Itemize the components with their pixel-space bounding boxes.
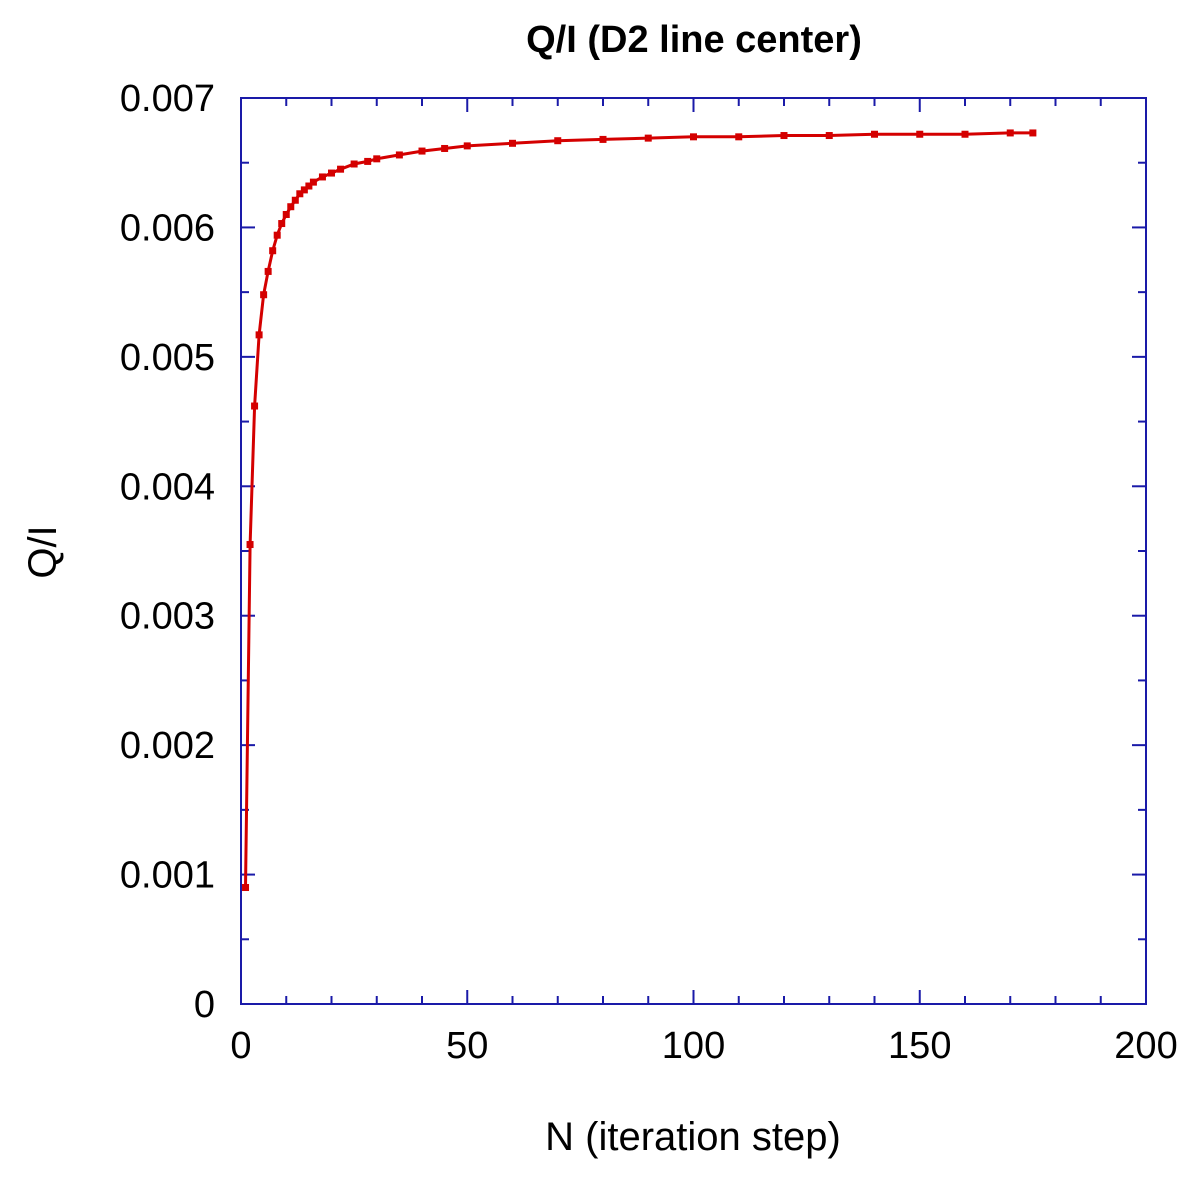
data-point [328,169,335,177]
data-point [309,178,317,186]
data-point [318,173,326,181]
data-point [871,130,878,138]
data-point [644,134,652,142]
x-tick-label: 200 [1114,1025,1177,1067]
y-tick-label: 0.005 [120,337,215,379]
x-tick-label: 150 [888,1025,951,1067]
data-point [255,331,263,339]
data-point [300,186,308,194]
data-point [273,231,281,239]
data-point [441,144,449,152]
data-point [690,133,697,141]
y-tick-label: 0.004 [120,466,215,508]
data-point [246,541,254,549]
data-point [373,155,381,163]
data-point [278,220,286,228]
data-point [1029,129,1037,137]
x-axis-label: N (iteration step) [545,1115,841,1159]
data-point [961,130,969,138]
y-tick-label: 0.007 [120,78,215,120]
chart-title: Q/I (D2 line center) [526,19,862,61]
data-point [287,203,295,211]
data-point [825,132,833,140]
data-point [350,160,358,168]
data-point [780,132,788,140]
data-point [554,137,562,145]
x-tick-label: 100 [662,1025,725,1067]
data-point [418,147,426,155]
data-point [269,247,277,255]
data-point [509,139,516,147]
data-point [337,165,345,173]
data-point [463,142,471,150]
data-point [916,130,924,138]
x-tick-label: 0 [230,1025,251,1067]
plot-frame [240,97,1147,1005]
data-point [1006,129,1014,137]
y-tick-label: 0.002 [120,725,215,767]
y-axis-label: Q/I [21,525,65,578]
data-point [242,884,250,892]
y-tick-label: 0.003 [120,596,215,638]
data-point [735,133,743,141]
y-axis-ticks: 0 0.001 0.002 0.003 0.004 0.005 0.006 0.007 [120,78,1146,1026]
x-axis-ticks: 0 50 100 150 200 [230,98,1178,1067]
data-point [264,267,272,275]
series-layer [242,129,1037,892]
data-point [599,135,607,143]
data-point [364,157,372,165]
data-point [282,210,290,218]
y-tick-label: 0 [194,984,215,1026]
x-tick-label: 50 [446,1025,488,1067]
data-point [251,402,259,410]
data-point [296,190,304,198]
series-line [244,131,1033,888]
data-point [395,151,403,159]
y-tick-label: 0.006 [120,207,215,249]
y-tick-label: 0.001 [120,855,215,897]
data-point [260,291,268,299]
data-point [291,196,299,204]
data-point [305,182,313,190]
